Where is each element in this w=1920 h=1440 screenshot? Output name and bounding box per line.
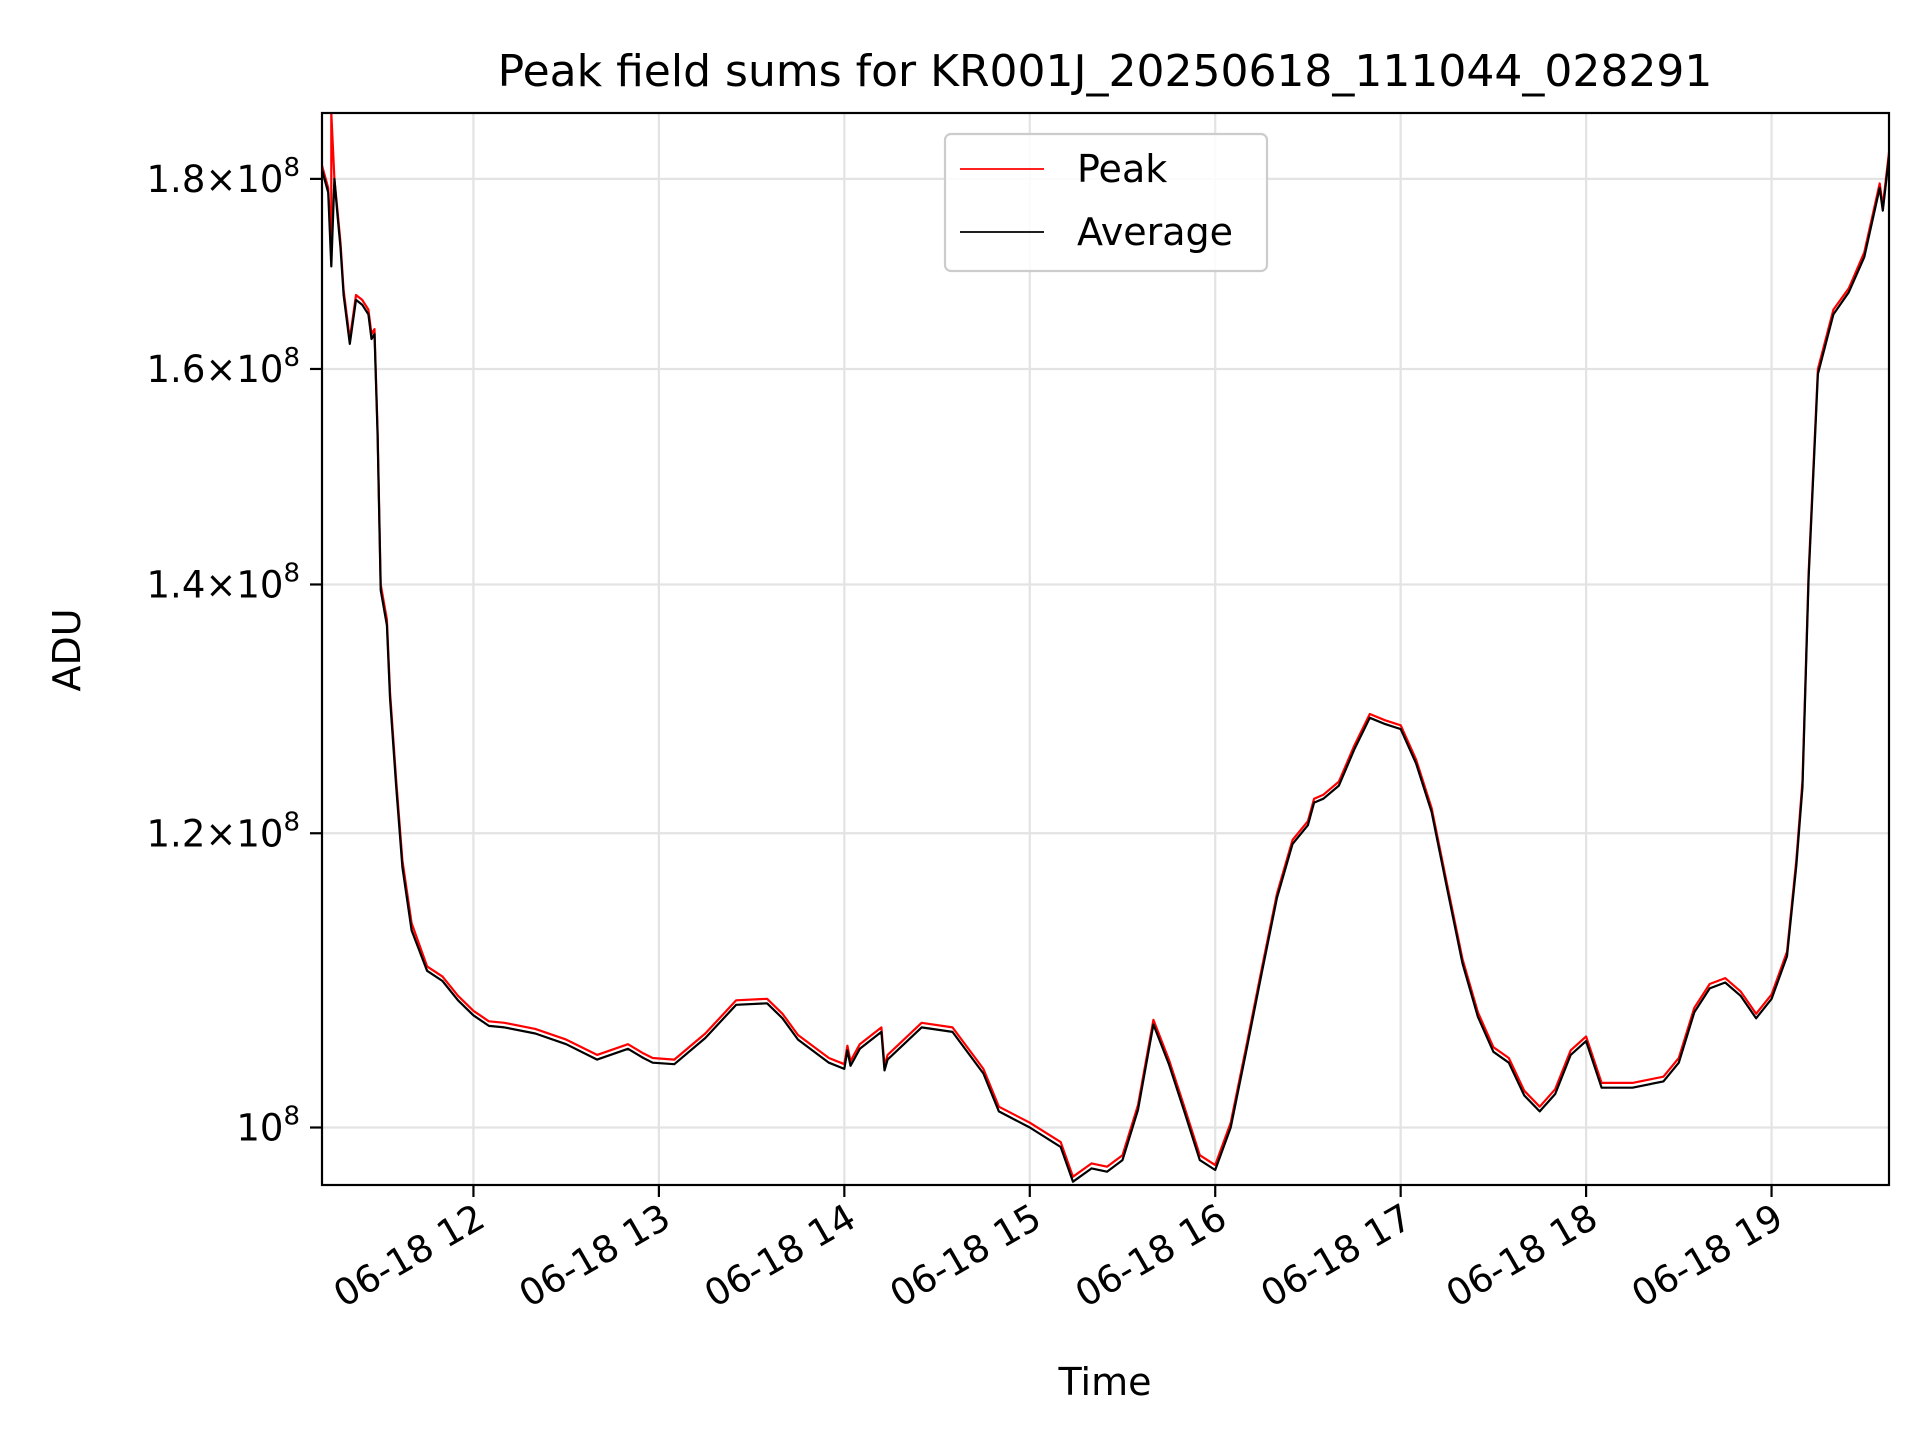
series-line-average: [322, 156, 1889, 1183]
legend-label-peak: Peak: [1077, 147, 1167, 191]
y-axis-label: ADU: [45, 608, 89, 691]
legend: Peak Average: [943, 132, 1269, 273]
series-lines: [322, 113, 1889, 1183]
legend-label-average: Average: [1077, 210, 1233, 254]
y-tick-label: 108: [236, 1102, 300, 1150]
y-tick-label: 1.2×108: [147, 807, 300, 855]
plot-frame: [320, 111, 1891, 1187]
x-axis-label: Time: [1058, 1360, 1152, 1404]
grid-lines: [322, 113, 1889, 1185]
y-tick-label: 1.6×108: [147, 343, 300, 391]
y-tick-label: 1.8×108: [147, 153, 300, 201]
y-tick-label: 1.4×108: [147, 558, 300, 606]
chart-title: Peak field sums for KR001J_20250618_1110…: [498, 46, 1713, 97]
